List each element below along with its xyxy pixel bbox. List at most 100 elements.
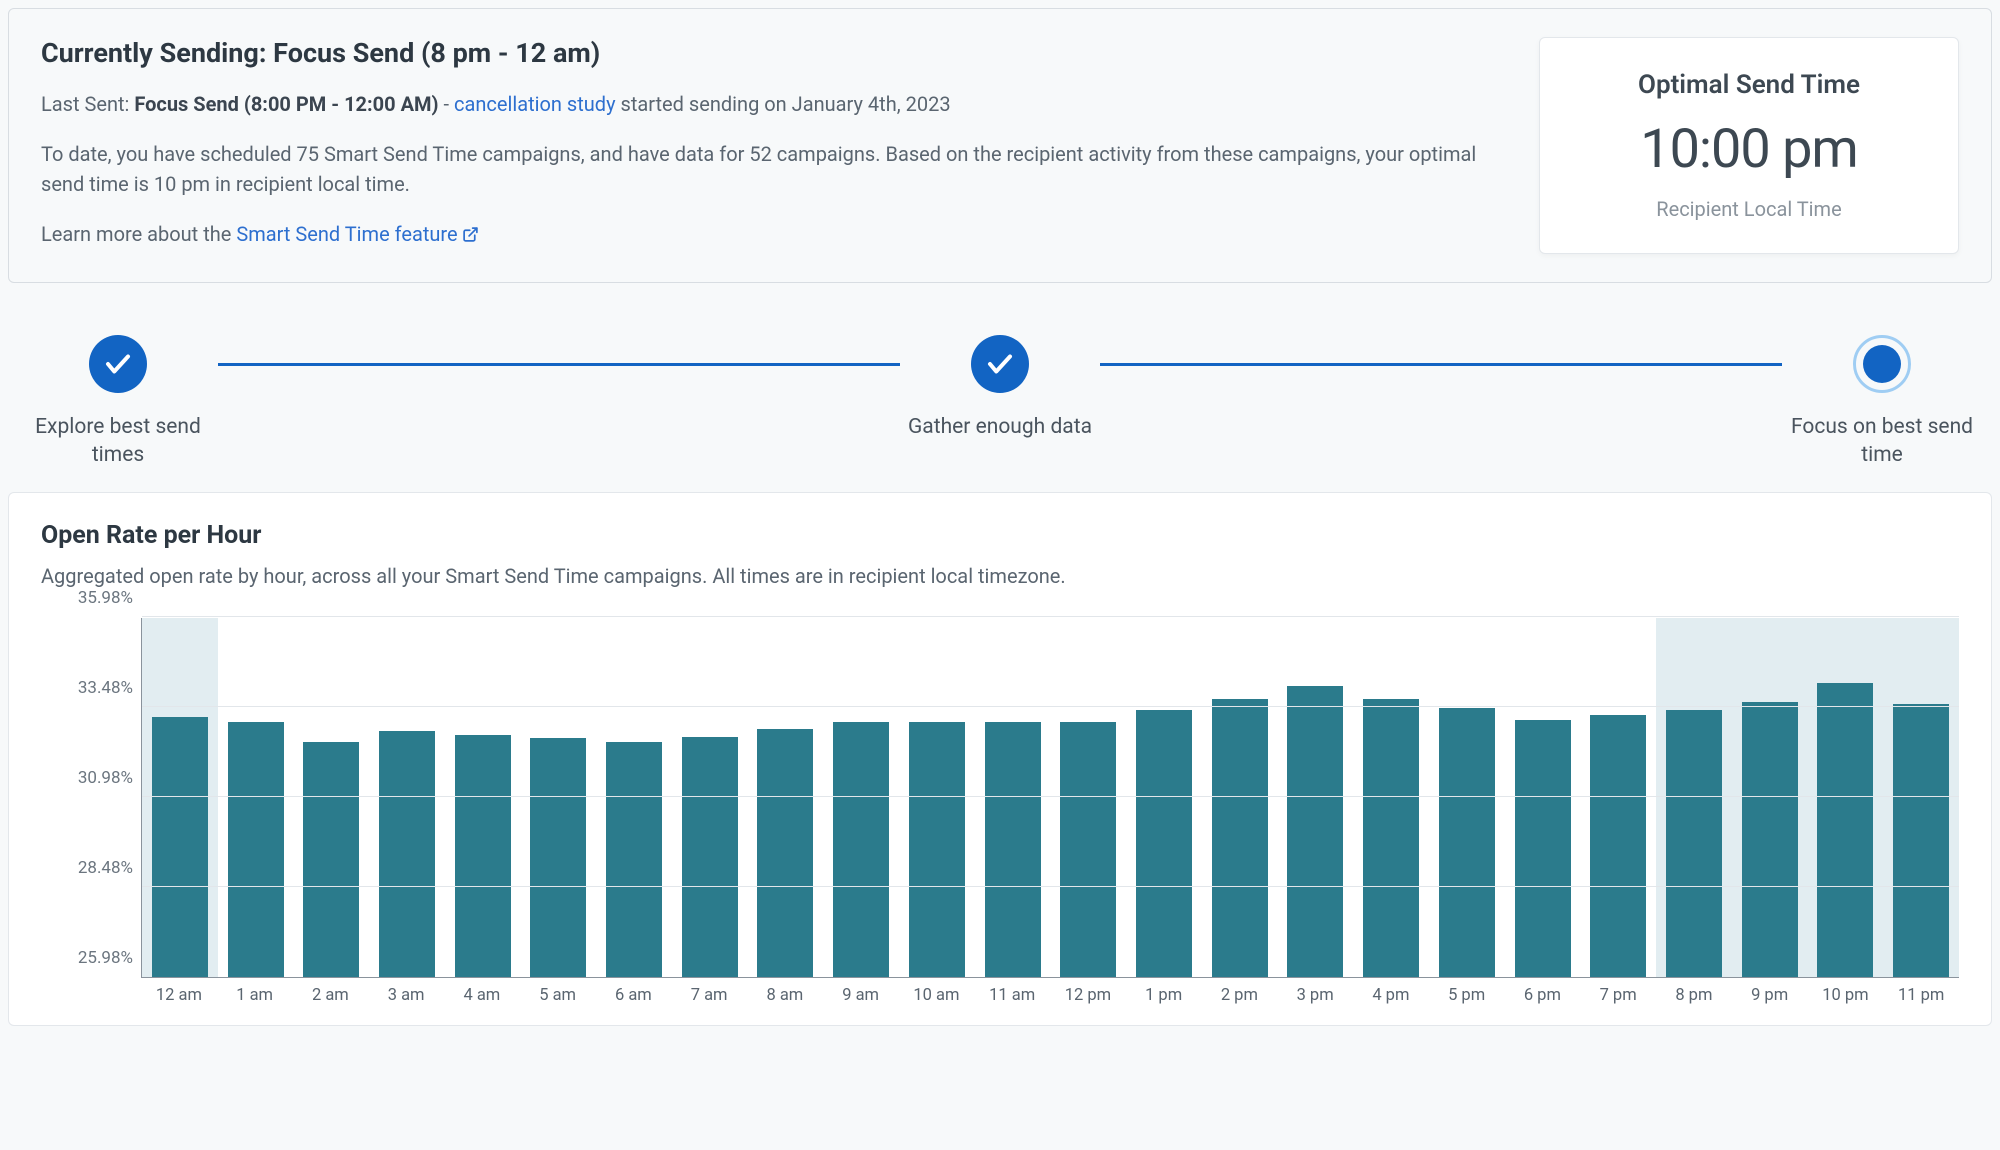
optimal-send-time-card: Optimal Send Time 10:00 pm Recipient Loc… [1539,37,1959,254]
x-tick-label: 5 am [520,986,596,1005]
chart-bar [530,738,586,976]
summary-text-block: Currently Sending: Focus Send (8 pm - 12… [41,37,1499,251]
optimal-subtitle: Recipient Local Time [1564,197,1934,221]
optimal-title: Optimal Send Time [1564,70,1934,100]
step-focus-dot [1863,345,1901,383]
chart-bar-slot [1807,618,1883,977]
chart-bar-slot [823,618,899,977]
chart-bar-slot [1505,618,1581,977]
learn-more-prefix: Learn more about the [41,222,236,246]
y-tick-label: 28.48% [78,858,133,878]
chart-bar [1666,710,1722,977]
chart-y-axis: 25.98%28.48%30.98%33.48%35.98% [41,618,141,978]
chart-bar-slot [1580,618,1656,977]
open-rate-chart-card: Open Rate per Hour Aggregated open rate … [8,492,1992,1026]
chart-bar [1515,720,1571,976]
chart-gridline [142,886,1959,887]
chart-bar [909,722,965,977]
x-tick-label: 8 pm [1656,986,1732,1005]
chart-title: Open Rate per Hour [41,521,1959,550]
chart-gridline [142,796,1959,797]
cancellation-study-link[interactable]: cancellation study [454,92,616,116]
chart-bar [757,729,813,976]
chart-bar-slot [975,618,1051,977]
chart-gridline [142,616,1959,617]
step-explore-label: Explore best send times [18,413,218,470]
last-sent-line: Last Sent: Focus Send (8:00 PM - 12:00 A… [41,89,1499,119]
external-link-icon [462,221,479,251]
x-tick-label: 7 pm [1580,986,1656,1005]
chart-subtitle: Aggregated open rate by hour, across all… [41,564,1959,588]
chart-bar-slot [218,618,294,977]
optimal-time: 10:00 pm [1564,118,1934,181]
y-tick-label: 35.98% [78,588,133,608]
chart-bar [1742,702,1798,976]
x-tick-label: 11 am [974,986,1050,1005]
chart-area: 25.98%28.48%30.98%33.48%35.98% 12 am1 am… [41,618,1959,1005]
chart-bar [1136,710,1192,977]
summary-paragraph: To date, you have scheduled 75 Smart Sen… [41,139,1499,199]
x-tick-label: 5 pm [1429,986,1505,1005]
chart-gridline [142,706,1959,707]
last-sent-prefix: Last Sent: [41,92,134,116]
step-focus: Focus on best send time [1782,335,1982,470]
chart-bar-slot [596,618,672,977]
x-tick-label: 10 am [899,986,975,1005]
x-tick-label: 2 am [293,986,369,1005]
y-tick-label: 30.98% [78,768,133,788]
chart-bar-slot [748,618,824,977]
x-tick-label: 9 pm [1732,986,1808,1005]
chart-bar [1439,708,1495,977]
x-tick-label: 12 pm [1050,986,1126,1005]
x-tick-label: 4 pm [1353,986,1429,1005]
chart-bar-slot [1656,618,1732,977]
chart-bar [833,722,889,977]
last-sent-suffix: started sending on January 4th, 2023 [616,92,951,116]
x-tick-label: 1 am [217,986,293,1005]
chart-plot [141,618,1959,978]
progress-stepper: Explore best send times Gather enough da… [8,291,1992,488]
chart-bar [1060,722,1116,977]
chart-bar-slot [1883,618,1959,977]
chart-bar-slot [1050,618,1126,977]
x-tick-label: 2 pm [1202,986,1278,1005]
page-title: Currently Sending: Focus Send (8 pm - 12… [41,37,1499,69]
chart-bar-slot [1278,618,1354,977]
chart-bars [142,618,1959,977]
last-sent-bold: Focus Send (8:00 PM - 12:00 AM) [134,92,438,116]
chart-bar [1893,704,1949,977]
chart-bar [1363,699,1419,977]
chart-bar [303,742,359,977]
chart-bar [606,742,662,977]
step-explore-circle [89,335,147,393]
chart-bar-slot [445,618,521,977]
learn-more-link-text: Smart Send Time feature [236,222,457,246]
chart-bar-slot [1429,618,1505,977]
chart-bar [682,737,738,977]
x-tick-label: 9 am [823,986,899,1005]
x-tick-label: 10 pm [1808,986,1884,1005]
x-tick-label: 11 pm [1883,986,1959,1005]
check-icon [103,349,133,379]
x-tick-label: 3 am [368,986,444,1005]
y-tick-label: 25.98% [78,948,133,968]
step-focus-label: Focus on best send time [1782,413,1982,470]
chart-bar [379,731,435,977]
chart-x-axis: 12 am1 am2 am3 am4 am5 am6 am7 am8 am9 a… [141,986,1959,1005]
smart-send-feature-link[interactable]: Smart Send Time feature [236,222,478,246]
chart-bar-slot [142,618,218,977]
chart-bar [152,717,208,977]
chart-bar-slot [1202,618,1278,977]
step-focus-ring [1853,335,1911,393]
chart-bar-slot [293,618,369,977]
step-gather: Gather enough data [900,335,1100,441]
chart-bar-slot [672,618,748,977]
x-tick-label: 4 am [444,986,520,1005]
learn-more-line: Learn more about the Smart Send Time fea… [41,219,1499,251]
x-tick-label: 7 am [671,986,747,1005]
chart-bar-slot [1732,618,1808,977]
x-tick-label: 6 am [596,986,672,1005]
chart-bar [1817,683,1873,977]
chart-bar-slot [369,618,445,977]
chart-plot-wrap: 12 am1 am2 am3 am4 am5 am6 am7 am8 am9 a… [141,618,1959,1005]
